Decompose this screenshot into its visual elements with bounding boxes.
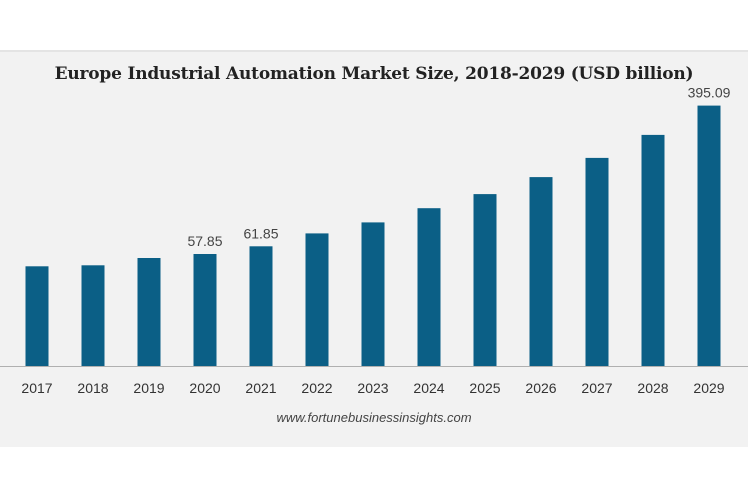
x-tick-2021: 2021 [245,380,276,396]
x-tick-2026: 2026 [525,380,556,396]
bar-2025 [473,194,497,366]
bar-2020 [193,254,217,366]
x-tick-2022: 2022 [301,380,332,396]
x-tick-2019: 2019 [133,380,164,396]
data-label-2021: 61.85 [243,225,278,241]
bar-2029 [697,105,721,366]
bar-2022 [305,233,329,366]
x-tick-2023: 2023 [357,380,388,396]
bar-2028 [641,134,665,366]
source-watermark: www.fortunebusinessinsights.com [276,410,472,425]
x-tick-2027: 2027 [581,380,612,396]
x-tick-2020: 2020 [189,380,220,396]
x-tick-2024: 2024 [413,380,444,396]
x-axis-ticks: 2017 2018 2019 2020 2021 2022 2023 2024 2025 2026… [21,380,724,396]
bar-series [25,105,721,366]
bar-2027 [585,157,609,366]
bar-2019 [137,258,161,366]
bar-2017 [25,266,49,366]
x-tick-2025: 2025 [469,380,500,396]
x-tick-2028: 2028 [637,380,668,396]
bar-2021 [249,246,273,366]
x-tick-2018: 2018 [77,380,108,396]
x-tick-2029: 2029 [693,380,724,396]
bar-2026 [529,177,553,366]
x-tick-2017: 2017 [21,380,52,396]
data-labels: 57.85 61.85 395.09 [187,85,730,249]
bar-2024 [417,208,441,366]
data-label-2029: 395.09 [688,85,731,101]
chart-title: Europe Industrial Automation Market Size… [54,64,694,84]
bar-2023 [361,222,385,366]
bar-2018 [81,265,105,366]
data-label-2020: 57.85 [187,233,222,249]
